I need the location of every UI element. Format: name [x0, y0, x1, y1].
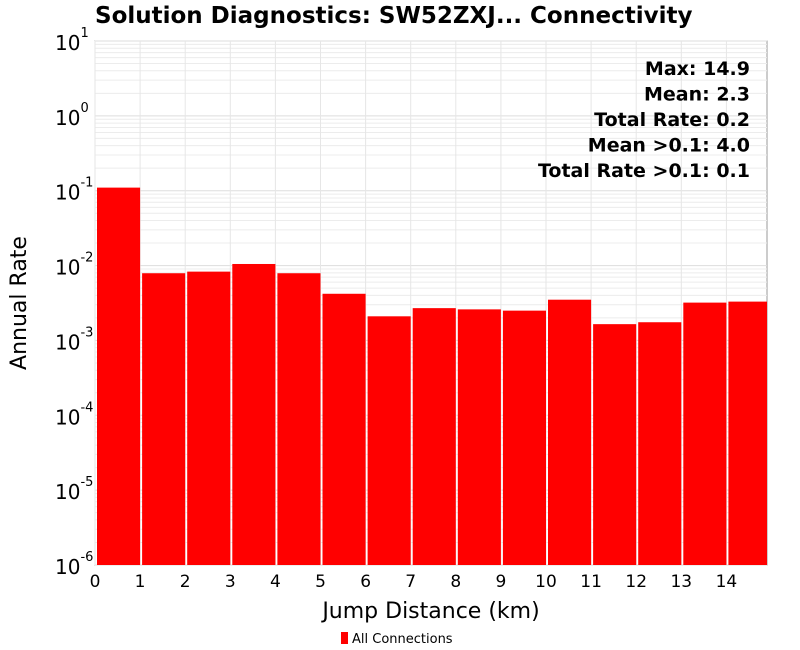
stat-annotation: Max: 14.9: [645, 58, 750, 80]
bar: [728, 301, 767, 565]
y-axis-ticks: 101 100 10-1 10-2 10-3 10-4 10-5 10-6: [55, 26, 93, 579]
bar: [232, 263, 276, 565]
legend-label: All Connections: [352, 632, 453, 647]
y-tick-label: 100: [55, 101, 89, 130]
y-tick-label: 10-3: [55, 325, 93, 354]
bar: [142, 273, 186, 565]
x-tick-label: 11: [580, 572, 602, 592]
chart-title: Solution Diagnostics: SW52ZXJ... Connect…: [95, 3, 692, 29]
y-tick-label: 10-1: [55, 176, 93, 205]
y-tick-label: 10-2: [55, 251, 93, 280]
x-tick-label: 9: [495, 572, 506, 592]
x-tick-label: 10: [535, 572, 557, 592]
x-tick-label: 0: [90, 572, 101, 592]
bar: [593, 324, 637, 565]
bar: [412, 308, 456, 565]
stat-annotation: Mean >0.1: 4.0: [588, 135, 750, 157]
bar: [97, 187, 141, 565]
x-tick-label: 8: [450, 572, 461, 592]
x-tick-label: 3: [225, 572, 236, 592]
bar: [457, 309, 501, 565]
legend: All Connections: [341, 632, 453, 647]
x-tick-label: 2: [180, 572, 191, 592]
x-axis-ticks: 0 1 2 3 4 5 6 7 8 9 10 11 12 13 14: [90, 572, 738, 592]
bar: [638, 322, 682, 565]
stat-annotation: Total Rate >0.1: 0.1: [538, 160, 750, 182]
x-tick-label: 7: [405, 572, 416, 592]
bar: [322, 293, 366, 565]
x-tick-label: 12: [625, 572, 647, 592]
y-tick-label: 10-5: [55, 475, 93, 504]
bar: [683, 302, 727, 565]
x-tick-label: 13: [670, 572, 692, 592]
legend-swatch: [341, 632, 348, 644]
bar: [187, 271, 231, 565]
x-tick-label: 14: [716, 572, 738, 592]
x-tick-label: 4: [270, 572, 281, 592]
stat-annotation: Mean: 2.3: [644, 84, 750, 106]
stat-annotation: Total Rate: 0.2: [594, 109, 750, 131]
bar: [367, 316, 411, 565]
x-tick-label: 1: [135, 572, 146, 592]
x-tick-label: 6: [360, 572, 371, 592]
bar: [502, 310, 547, 565]
x-tick-label: 5: [315, 572, 326, 592]
y-axis-label: Annual Rate: [7, 236, 32, 370]
stats-annotations: Max: 14.9 Mean: 2.3 Total Rate: 0.2 Mean >0…: [538, 58, 750, 182]
x-axis-label: Jump Distance (km): [320, 599, 539, 624]
bar: [277, 273, 321, 565]
y-tick-label: 101: [55, 26, 89, 55]
bar: [548, 299, 592, 565]
bars: [97, 187, 767, 565]
y-tick-label: 10-6: [55, 550, 93, 579]
y-tick-label: 10-4: [55, 400, 93, 429]
